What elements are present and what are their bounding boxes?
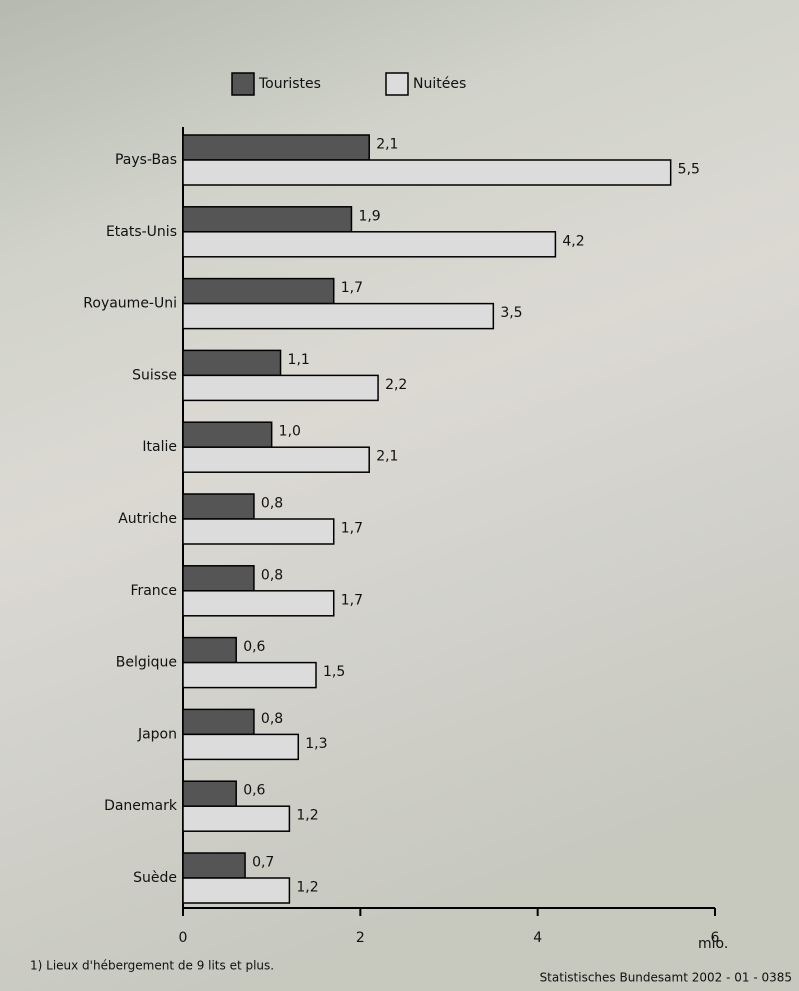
- bar: [182, 733, 300, 761]
- value-label: 0,6: [243, 783, 265, 799]
- y-tick-label: Japon: [137, 726, 177, 742]
- value-label: 0,6: [243, 639, 265, 655]
- value-label: 1,7: [341, 280, 363, 296]
- x-tick-label: 6: [711, 930, 720, 946]
- value-label: 1,3: [305, 736, 327, 752]
- bar: [182, 374, 379, 402]
- legend-swatch: [231, 72, 255, 96]
- bar: [182, 636, 237, 664]
- value-label: 0,8: [261, 711, 283, 727]
- value-label: 1,7: [341, 521, 363, 537]
- bar: [182, 852, 246, 879]
- y-tick-label: Suisse: [132, 367, 177, 383]
- value-label: 1,7: [341, 592, 363, 608]
- bar: [182, 805, 291, 832]
- value-label: 1,2: [296, 808, 318, 824]
- bar: [182, 302, 495, 330]
- value-label: 2,1: [376, 137, 398, 153]
- source: Statistisches Bundesamt 2002 - 01 - 0385: [540, 971, 792, 985]
- bar: [182, 518, 335, 545]
- bar: [182, 446, 370, 473]
- legend-label: Nuitées: [413, 76, 466, 92]
- value-label: 1,5: [323, 664, 345, 680]
- value-label: 3,5: [500, 305, 522, 321]
- bar: [182, 159, 672, 186]
- y-tick-label: Italie: [142, 439, 177, 455]
- bar: [182, 877, 291, 904]
- value-label: 1,9: [358, 208, 380, 224]
- value-label: 1,1: [288, 352, 310, 368]
- y-tick-label: Belgique: [116, 655, 177, 671]
- footnote: 1) Lieux d'hébergement de 9 lits et plus…: [30, 959, 274, 973]
- bar: [182, 565, 255, 592]
- x-tick-label: 0: [179, 930, 188, 946]
- bar: [182, 590, 335, 617]
- bar: [182, 421, 273, 448]
- value-label: 0,8: [261, 567, 283, 583]
- y-tick-label: Suède: [133, 870, 177, 886]
- value-label: 0,7: [252, 855, 274, 871]
- y-tick-label: Etats-Unis: [106, 224, 177, 240]
- y-tick-label: Pays-Bas: [115, 152, 177, 168]
- value-label: 0,8: [261, 496, 283, 512]
- bar: [182, 134, 370, 161]
- x-unit: mio.: [698, 936, 728, 952]
- legend-swatch: [385, 72, 409, 96]
- y-tick-label: Autriche: [118, 511, 177, 527]
- y-tick-label: Danemark: [104, 798, 178, 814]
- value-label: 1,0: [279, 424, 301, 440]
- bar: [182, 493, 255, 520]
- value-label: 5,5: [678, 162, 700, 178]
- value-label: 4,2: [562, 233, 584, 249]
- x-tick-label: 2: [356, 930, 365, 946]
- bar: [182, 708, 255, 736]
- bar: [182, 277, 335, 305]
- bar: [182, 206, 353, 233]
- legend-label: Touristes: [258, 76, 321, 92]
- bar: [182, 231, 557, 258]
- value-label: 2,1: [376, 449, 398, 465]
- value-label: 2,2: [385, 377, 407, 393]
- y-tick-label: France: [130, 583, 177, 599]
- y-tick-label: Royaume-Uni: [83, 296, 177, 312]
- bar: [182, 661, 317, 689]
- bar: [182, 780, 237, 807]
- x-tick-label: 4: [533, 930, 542, 946]
- bar: [182, 349, 282, 377]
- value-label: 1,2: [296, 880, 318, 896]
